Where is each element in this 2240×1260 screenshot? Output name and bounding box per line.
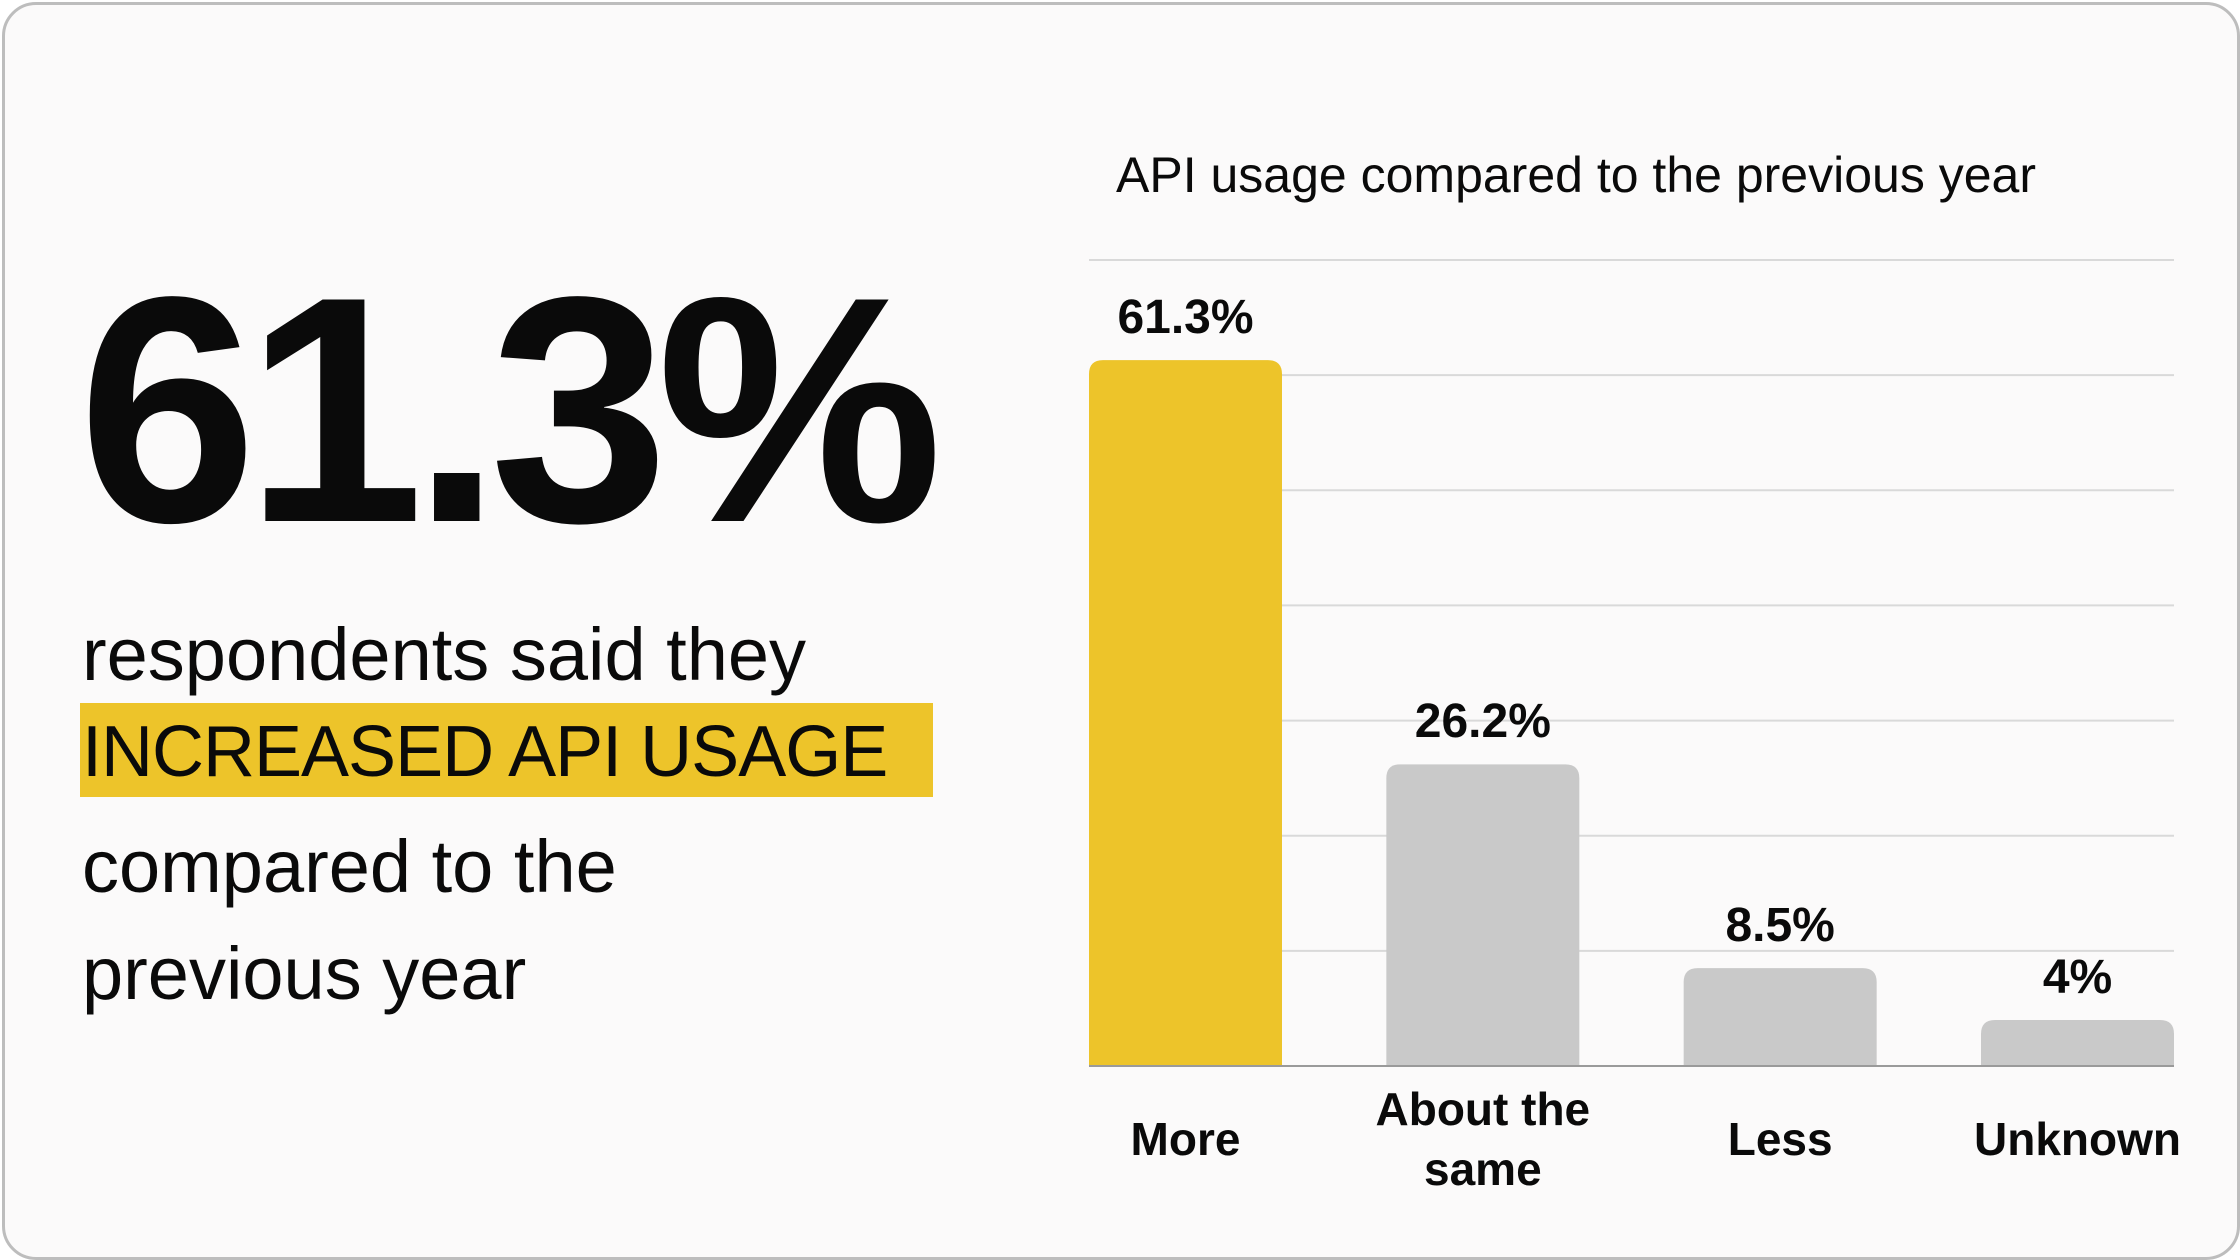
category-label: About the same — [1375, 1083, 1591, 1195]
category-label: Less — [1727, 1113, 1833, 1165]
value-label: 4% — [2042, 950, 2113, 1004]
headline-stat: 61.3% — [78, 231, 943, 590]
value-label: 26.2% — [1414, 695, 1551, 749]
category-label: More — [1130, 1113, 1241, 1165]
category-label: Unknown — [1974, 1113, 2181, 1165]
bar-more — [1089, 360, 1282, 1066]
highlight-box — [80, 703, 933, 797]
value-label: 61.3% — [1117, 291, 1254, 345]
headline-line-4: previous year — [82, 932, 527, 1015]
bar-about-the-same — [1386, 764, 1580, 1066]
headline-highlight: INCREASED API USAGE — [82, 712, 888, 792]
bar-unknown — [1981, 1019, 2174, 1066]
chart-title: API usage compared to the previous year — [1116, 147, 2036, 203]
headline-line-1: respondents said they — [82, 613, 807, 696]
bar-less — [1683, 968, 1877, 1066]
headline-line-3: compared to the — [82, 825, 617, 908]
value-label: 8.5% — [1725, 899, 1835, 953]
